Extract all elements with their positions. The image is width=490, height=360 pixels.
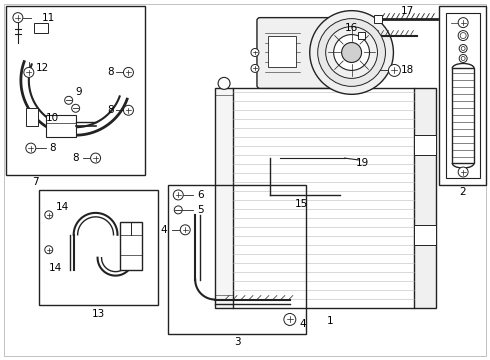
Circle shape (45, 211, 53, 219)
Text: 11: 11 (42, 13, 55, 23)
Bar (215, 88, 233, 307)
Circle shape (24, 67, 34, 77)
Bar (446, 13, 480, 178)
Text: 16: 16 (345, 23, 358, 33)
Circle shape (91, 153, 100, 163)
Bar (415, 135, 436, 155)
Circle shape (334, 35, 369, 71)
Bar (452, 68, 474, 163)
Circle shape (251, 64, 259, 72)
Bar (415, 88, 436, 307)
Text: 7: 7 (32, 177, 39, 187)
Text: 13: 13 (92, 310, 105, 319)
Bar (374, 15, 383, 23)
Circle shape (458, 31, 468, 41)
Circle shape (459, 45, 467, 53)
Bar (121, 222, 143, 270)
Text: 9: 9 (75, 87, 82, 97)
Circle shape (13, 13, 23, 23)
FancyBboxPatch shape (257, 18, 347, 88)
Bar (268, 36, 296, 67)
Circle shape (461, 46, 465, 50)
Text: 12: 12 (36, 63, 49, 73)
Text: 14: 14 (56, 202, 69, 212)
Text: 10: 10 (46, 113, 59, 123)
Circle shape (123, 67, 133, 77)
Circle shape (174, 206, 182, 214)
Circle shape (318, 19, 386, 86)
Text: 3: 3 (234, 337, 240, 347)
Circle shape (26, 143, 36, 153)
Text: 14: 14 (49, 263, 62, 273)
Circle shape (389, 64, 400, 76)
Text: 19: 19 (356, 158, 369, 168)
Text: 17: 17 (401, 6, 414, 15)
Circle shape (123, 105, 133, 115)
Text: 8: 8 (49, 143, 56, 153)
Text: 4: 4 (160, 225, 167, 235)
Circle shape (310, 11, 393, 94)
Bar (439, 6, 486, 185)
Circle shape (460, 32, 466, 39)
Text: 5: 5 (197, 205, 203, 215)
Circle shape (45, 246, 53, 254)
Text: 2: 2 (459, 187, 466, 197)
Bar (415, 225, 436, 245)
Bar (26, 108, 38, 126)
Bar (46, 115, 75, 137)
Circle shape (459, 54, 467, 62)
Bar (358, 32, 365, 39)
Bar (6, 6, 146, 175)
Circle shape (342, 42, 362, 62)
Text: 8: 8 (107, 67, 114, 77)
Bar (39, 190, 158, 305)
Text: 8: 8 (73, 153, 79, 163)
Circle shape (218, 77, 230, 89)
Text: 4: 4 (299, 319, 306, 329)
Circle shape (284, 314, 296, 325)
Text: 18: 18 (401, 66, 414, 76)
Circle shape (458, 18, 468, 28)
Bar (168, 185, 306, 334)
Circle shape (180, 225, 190, 235)
Text: 15: 15 (295, 199, 308, 209)
Circle shape (65, 96, 73, 104)
Text: 1: 1 (326, 316, 333, 327)
Circle shape (251, 49, 259, 57)
Text: 6: 6 (197, 190, 203, 200)
Circle shape (461, 57, 465, 60)
Circle shape (458, 167, 468, 177)
Text: 8: 8 (107, 105, 114, 115)
Circle shape (326, 27, 377, 78)
Circle shape (72, 104, 80, 112)
Circle shape (173, 190, 183, 200)
Bar (34, 23, 48, 32)
